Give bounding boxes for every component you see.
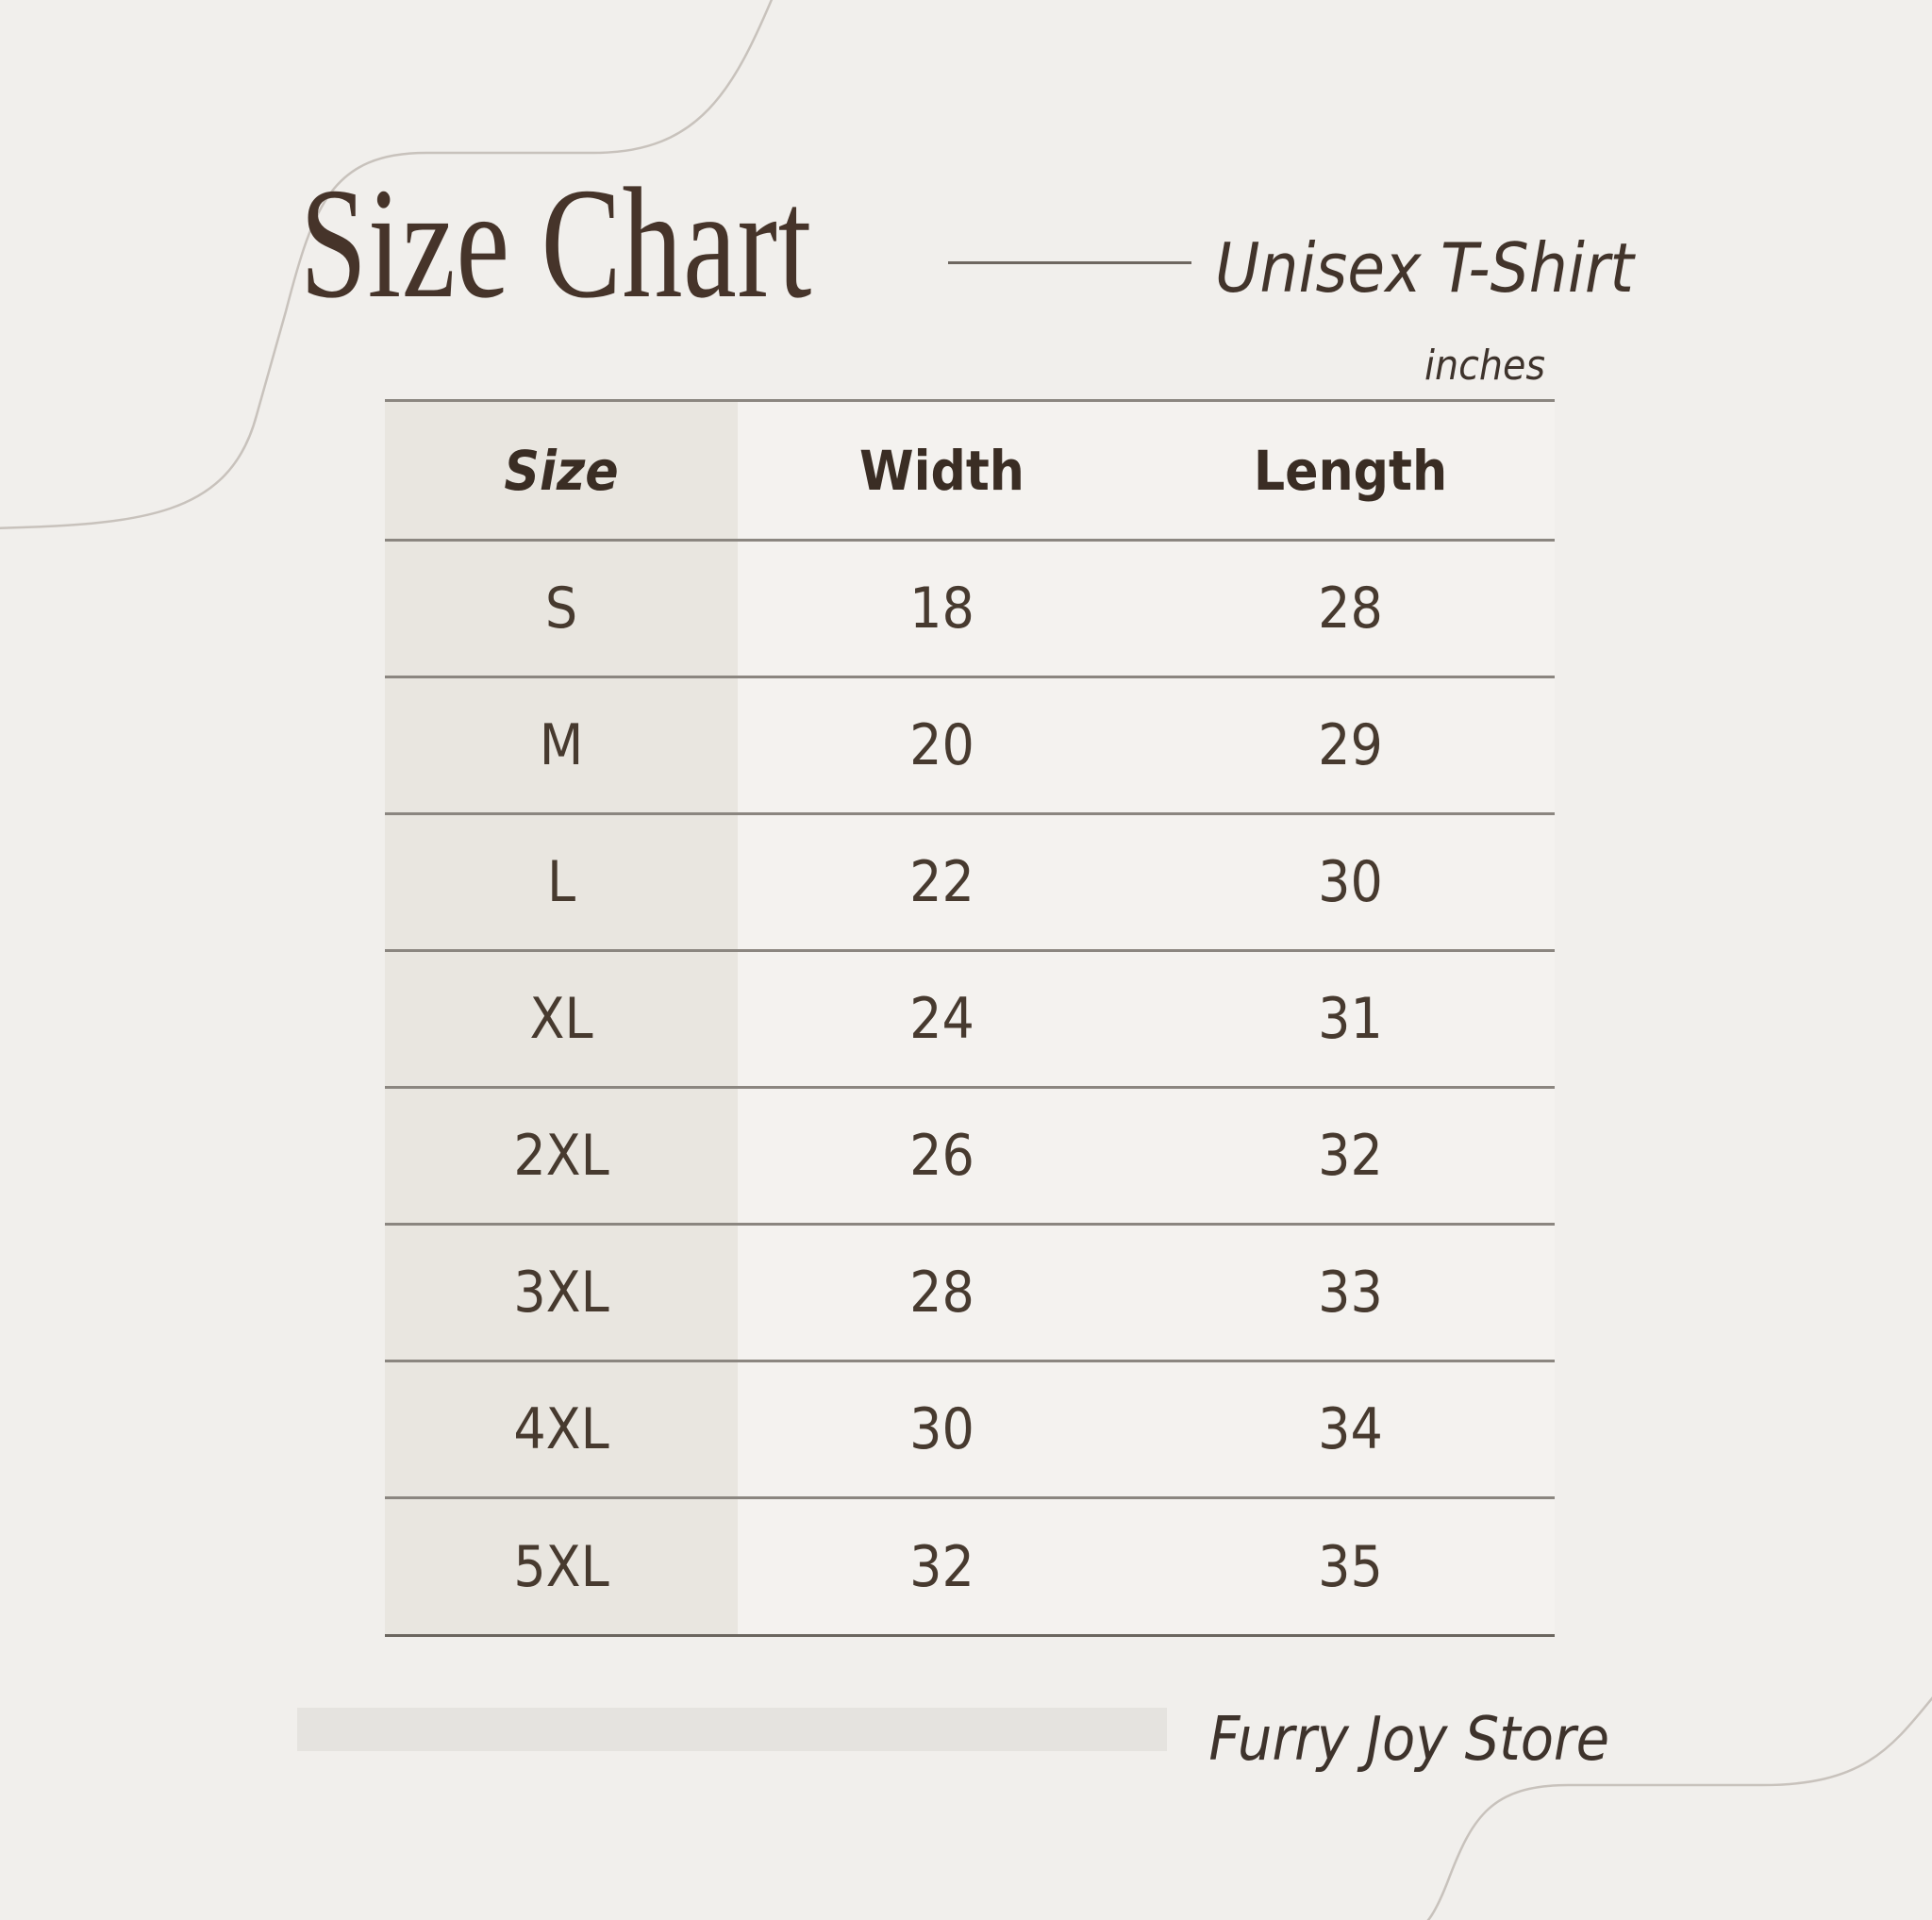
table-header-row: Size Width Length — [385, 402, 1555, 542]
width-cell: 28 — [738, 1226, 1146, 1360]
table-row: 3XL 28 33 — [385, 1226, 1555, 1362]
header-cell-size: Size — [385, 402, 738, 539]
header-cell-width: Width — [738, 402, 1146, 539]
table-row: XL 24 31 — [385, 952, 1555, 1089]
width-cell: 20 — [738, 678, 1146, 812]
table-row: 2XL 26 32 — [385, 1089, 1555, 1226]
width-cell: 30 — [738, 1362, 1146, 1496]
store-name: Furry Joy Store — [1208, 1705, 1609, 1775]
length-cell: 32 — [1146, 1089, 1555, 1223]
length-cell: 28 — [1146, 542, 1555, 676]
width-cell: 18 — [738, 542, 1146, 676]
width-cell: 26 — [738, 1089, 1146, 1223]
table-row: M 20 29 — [385, 678, 1555, 815]
page-title: Size Chart — [300, 164, 974, 323]
size-cell: XL — [385, 952, 738, 1086]
width-cell: 22 — [738, 815, 1146, 949]
width-cell: 32 — [738, 1499, 1146, 1634]
size-cell: M — [385, 678, 738, 812]
size-cell: S — [385, 542, 738, 676]
length-cell: 31 — [1146, 952, 1555, 1086]
size-cell: 4XL — [385, 1362, 738, 1496]
table-row: 4XL 30 34 — [385, 1362, 1555, 1499]
size-table: Size Width Length S 18 28 M 20 29 L 22 3… — [385, 399, 1555, 1637]
width-cell: 24 — [738, 952, 1146, 1086]
title-dash-line — [948, 261, 1191, 264]
length-cell: 35 — [1146, 1499, 1555, 1634]
length-cell: 34 — [1146, 1362, 1555, 1496]
size-cell: L — [385, 815, 738, 949]
size-cell: 2XL — [385, 1089, 738, 1223]
length-cell: 30 — [1146, 815, 1555, 949]
page-subtitle: Unisex T-Shirt — [1215, 228, 1634, 308]
size-cell: 5XL — [385, 1499, 738, 1634]
length-cell: 29 — [1146, 678, 1555, 812]
footer-bar — [297, 1708, 1167, 1751]
table-row: 5XL 32 35 — [385, 1499, 1555, 1636]
units-label: inches — [1424, 342, 1545, 390]
header-cell-length: Length — [1146, 402, 1555, 539]
length-cell: 33 — [1146, 1226, 1555, 1360]
table-row: L 22 30 — [385, 815, 1555, 952]
page-title-text: Size Chart — [300, 156, 813, 331]
size-cell: 3XL — [385, 1226, 738, 1360]
table-row: S 18 28 — [385, 542, 1555, 678]
